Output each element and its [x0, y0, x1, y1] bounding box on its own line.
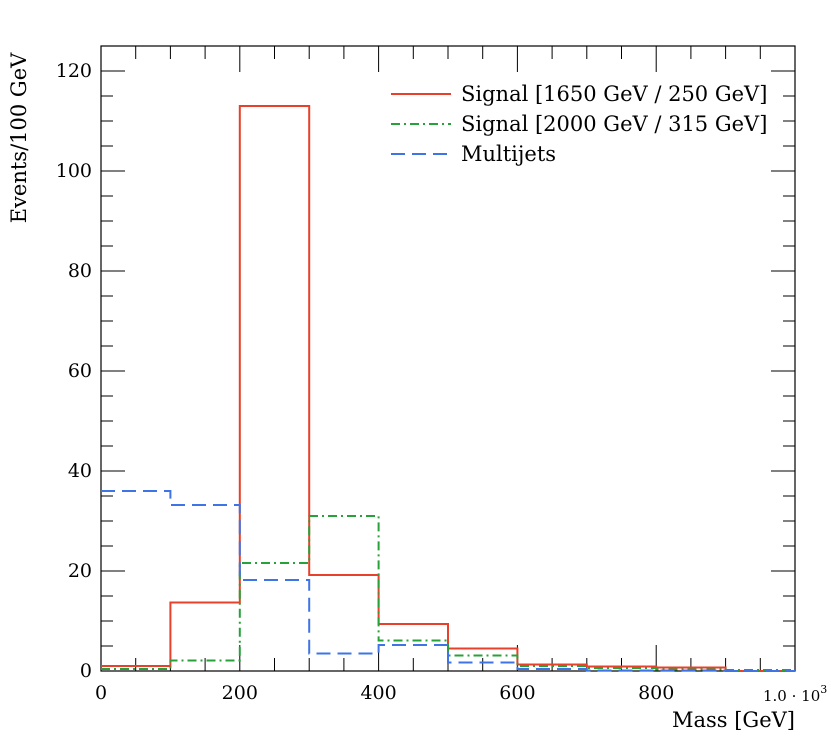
x-scale-exponent: 3 [820, 683, 827, 696]
x-tick-label: 400 [360, 682, 396, 704]
series-lines [101, 105, 795, 672]
x-tick-label: 600 [499, 682, 535, 704]
x-scale-base: 1.0 · 10 [763, 687, 820, 705]
y-tick-label: 20 [68, 560, 92, 582]
y-tick-label: 80 [68, 260, 92, 282]
y-tick-label: 120 [56, 60, 92, 82]
y-tick-label: 0 [80, 660, 92, 682]
plot-frame [100, 45, 796, 672]
axis-ticks [100, 45, 796, 672]
x-axis-label: Mass [GeV] [672, 708, 795, 732]
legend-label: Multijets [461, 142, 556, 166]
legend-label: Signal [2000 GeV / 315 GeV] [461, 112, 767, 136]
y-tick-label: 40 [68, 460, 92, 482]
axis-tick-labels: 0 200 400 600 800 0 20 40 60 80 100 120 [56, 60, 675, 704]
legend: Signal [1650 GeV / 250 GeV] Signal [2000 … [391, 82, 767, 166]
x-tick-label: 200 [222, 682, 258, 704]
series-line-2 [101, 515, 795, 671]
y-tick-label: 100 [56, 160, 92, 182]
y-axis-label: Events/100 GeV [7, 52, 31, 223]
y-tick-label: 60 [68, 360, 92, 382]
x-tick-label: 800 [638, 682, 674, 704]
series-line-1 [101, 105, 795, 672]
series-line-3 [101, 490, 795, 672]
x-scale-label: 1.0 · 103 [763, 683, 827, 705]
legend-label: Signal [1650 GeV / 250 GeV] [461, 82, 767, 106]
x-tick-label: 0 [95, 682, 107, 704]
